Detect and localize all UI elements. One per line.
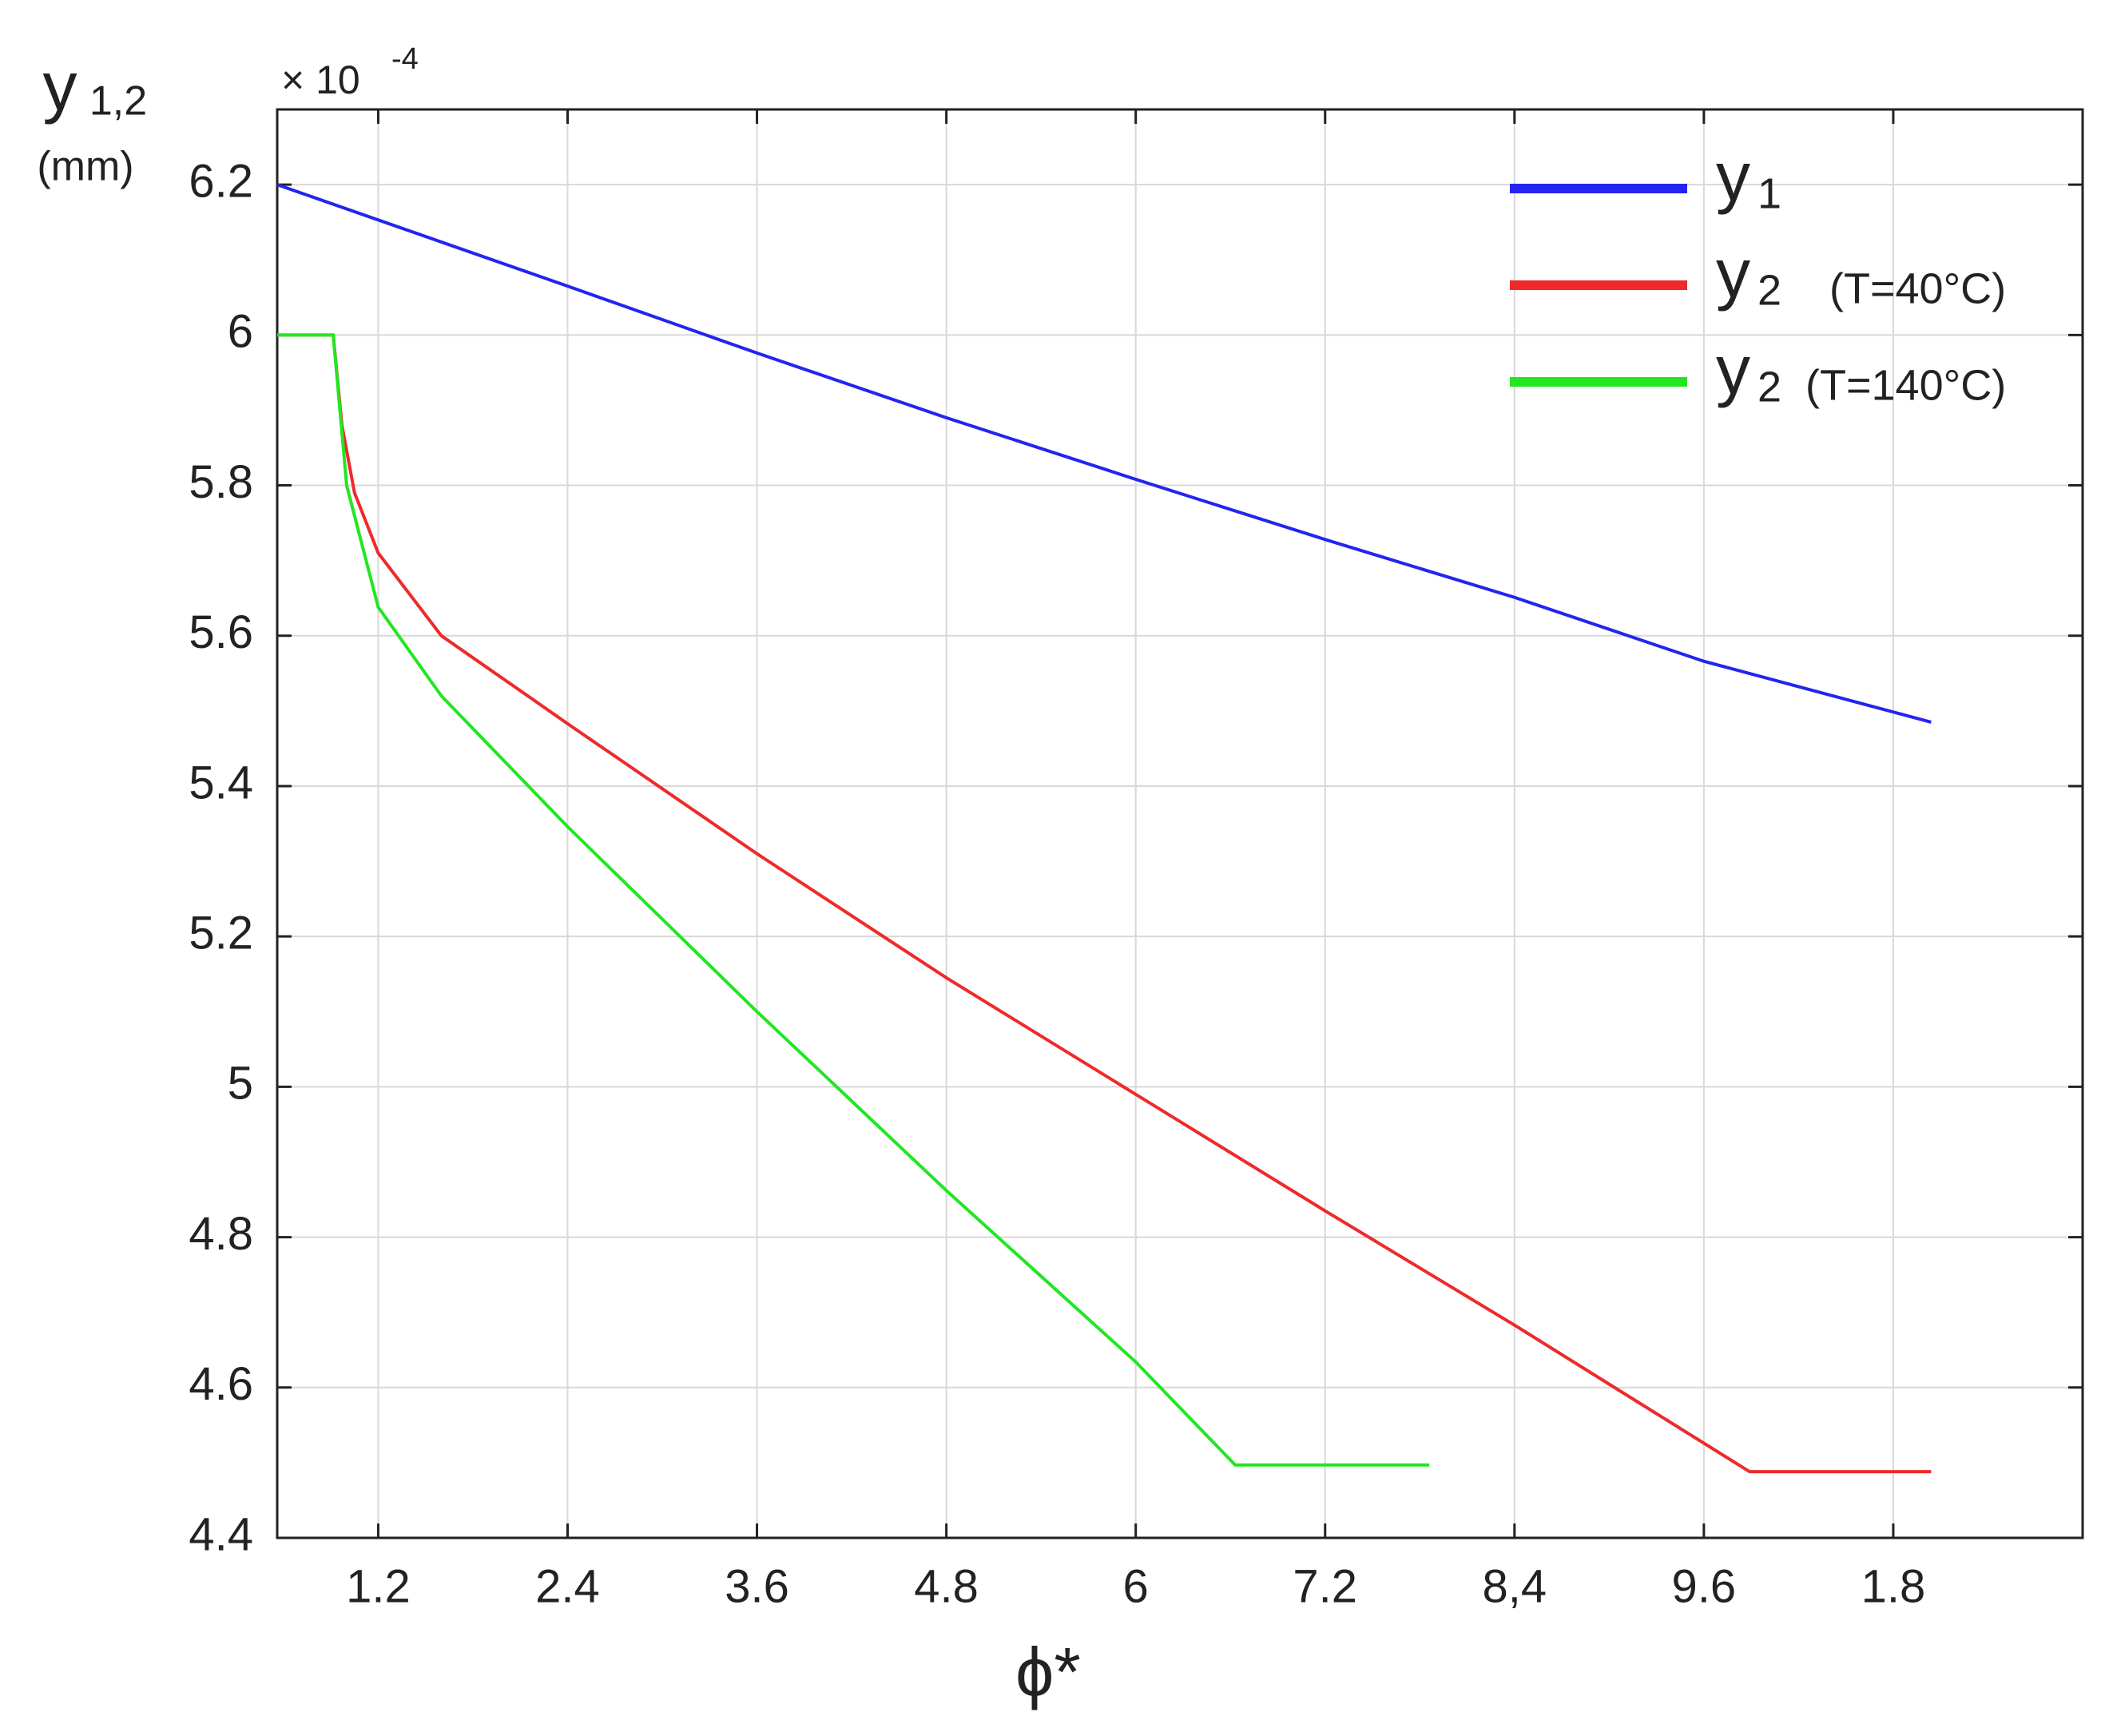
x-tick-label: 2.4 (535, 1560, 600, 1612)
y-tick-label: 5.6 (189, 606, 253, 658)
y-axis-label: y (43, 49, 77, 125)
legend-label-sub: 2 (1758, 363, 1781, 411)
legend-note: (T=140°C) (1805, 361, 2006, 409)
series-line (277, 333, 1430, 1467)
y-tick-label: 4.8 (189, 1208, 253, 1260)
x-tick-label: 3.6 (725, 1560, 789, 1612)
legend-label: y (1716, 236, 1750, 312)
x-tick-label: 8,4 (1482, 1560, 1547, 1612)
y-tick-label: 4.6 (189, 1358, 253, 1410)
y-tick-label: 5.8 (189, 456, 253, 508)
x-axis-label: ϕ* (1015, 1635, 1081, 1711)
y-axis-label-sub: 1,2 (89, 78, 147, 125)
plot-frame (276, 108, 2084, 1539)
y-tick-label: 5 (228, 1058, 253, 1110)
series-line (276, 183, 1932, 724)
x-tick-label: 6 (1123, 1560, 1149, 1612)
x-tick-label: 1.8 (1861, 1560, 1926, 1612)
multiplier: × 10 (281, 58, 360, 102)
legend-label-sub: 2 (1758, 266, 1781, 314)
y-tick-label: 4.4 (189, 1508, 253, 1560)
x-tick-label: 7.2 (1293, 1560, 1357, 1612)
y-tick-label: 5.4 (189, 757, 253, 808)
x-tick-label: 1.2 (346, 1560, 411, 1612)
y-tick-label: 6.2 (189, 155, 253, 207)
multiplier-exponent: -4 (391, 42, 419, 76)
legend-note: (T=40°C) (1829, 264, 2006, 312)
y-tick-label: 6 (228, 306, 253, 358)
legend-label: y (1716, 332, 1750, 409)
y-axis-unit: (mm) (37, 144, 133, 190)
legend-label-sub: 1 (1758, 169, 1781, 217)
y-tick-label: 5.2 (189, 907, 253, 959)
series-line (277, 333, 1932, 1474)
legend-label: y (1716, 139, 1750, 216)
x-tick-label: 9.6 (1672, 1560, 1737, 1612)
x-tick-label: 4.8 (914, 1560, 979, 1612)
